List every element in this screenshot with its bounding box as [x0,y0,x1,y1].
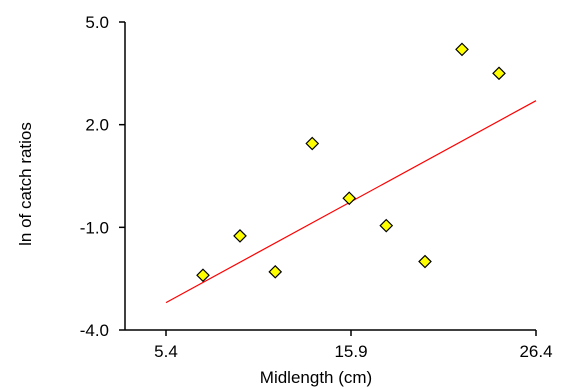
data-point [305,136,320,151]
y-tick-label: -4.0 [80,321,109,340]
data-point [342,191,357,206]
y-tick-label: -1.0 [80,218,109,237]
data-point [418,254,432,269]
y-tick-label: 5.0 [85,13,109,32]
data-point [268,264,283,279]
x-tick-label: 26.4 [519,342,552,361]
x-axis-title: Midlength (cm) [260,368,372,387]
x-ticks: 5.4 15.9 26.4 [154,330,553,361]
x-tick-label: 15.9 [334,342,367,361]
data-point [455,42,469,57]
x-axis: 5.4 15.9 26.4 [125,329,553,361]
y-axis-title: ln of catch ratios [16,122,35,246]
data-point [233,229,247,243]
x-tick-label: 5.4 [154,342,178,361]
y-axis: 5.0 2.0 -1.0 -4.0 [80,13,126,340]
y-tick-label: 2.0 [85,116,109,135]
data-points [196,42,506,283]
y-ticks: 5.0 2.0 -1.0 -4.0 [80,13,125,340]
data-point [492,66,506,81]
data-point [379,218,394,233]
data-point [196,268,210,283]
